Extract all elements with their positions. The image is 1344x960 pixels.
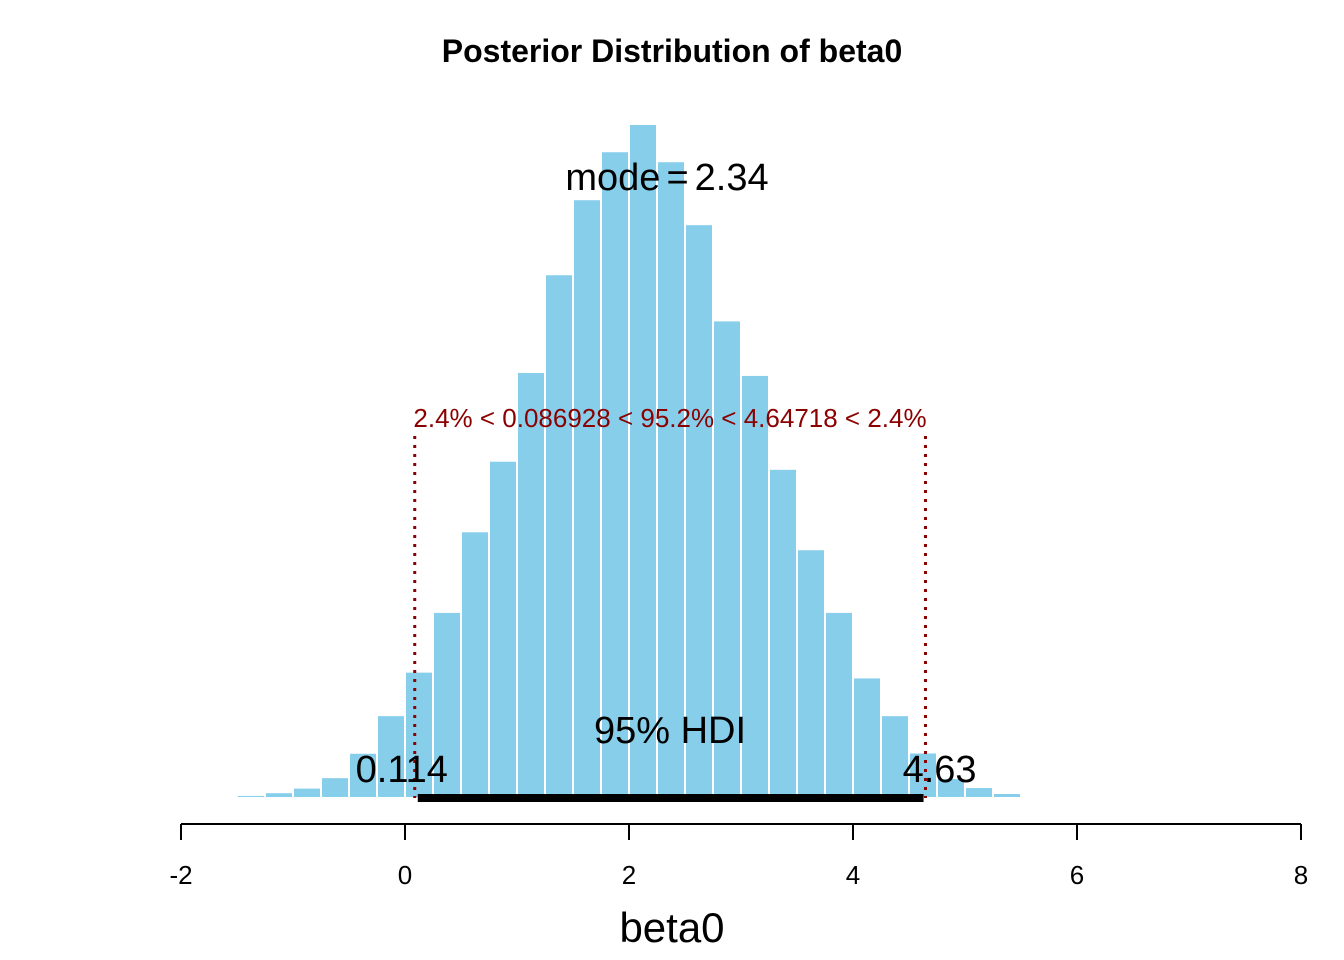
x-tick-label: 4: [846, 860, 860, 890]
histogram-bar: [264, 791, 294, 800]
histogram-bar: [460, 530, 490, 800]
histogram-bar: [236, 793, 266, 799]
histogram-bar: [348, 751, 378, 799]
histogram-bar: [544, 273, 574, 799]
x-tick-label: 2: [622, 860, 636, 890]
mode-label: mode: [565, 157, 660, 199]
histogram-bar: [768, 467, 798, 799]
x-tick-label: 8: [1294, 860, 1308, 890]
histogram-bars: [236, 123, 1050, 800]
histogram-bar: [796, 548, 826, 800]
histogram-bar: [516, 370, 546, 799]
histogram-bar: [880, 714, 910, 800]
histogram-bar: [600, 150, 630, 799]
histogram-bar: [292, 786, 322, 800]
mode-value: 2.34: [695, 157, 769, 199]
x-axis-label: beta0: [619, 904, 724, 951]
mode-annotation: mode = 2.34: [565, 157, 768, 199]
x-axis: -2 0 2 4 6 8: [169, 823, 1308, 890]
histogram-bar: [628, 123, 658, 799]
histogram-bar: [712, 319, 742, 799]
histogram-bar: [572, 198, 602, 800]
histogram-bar: [376, 714, 406, 800]
histogram-bar: [656, 160, 686, 800]
x-tick-label: 0: [398, 860, 412, 890]
x-tick-label: -2: [169, 860, 192, 890]
histogram-bar: [824, 610, 854, 800]
x-tick-label: 6: [1070, 860, 1084, 890]
histogram-bar: [320, 776, 350, 799]
mode-equals: =: [666, 157, 688, 199]
histogram-bar: [992, 792, 1022, 799]
chart-title: Posterior Distribution of beta0: [442, 33, 902, 69]
hdi-low-label: 0.114: [356, 749, 448, 791]
rope-annotation: 2.4% < 0.086928 < 95.2% < 4.64718 < 2.4%: [413, 403, 926, 433]
hdi-label: 95% HDI: [594, 710, 746, 752]
histogram-bar: [1020, 796, 1050, 800]
histogram-bar: [852, 676, 882, 799]
histogram-bar: [488, 459, 518, 799]
hdi-high-label: 4.63: [903, 749, 977, 791]
rope-lines: [413, 436, 927, 798]
